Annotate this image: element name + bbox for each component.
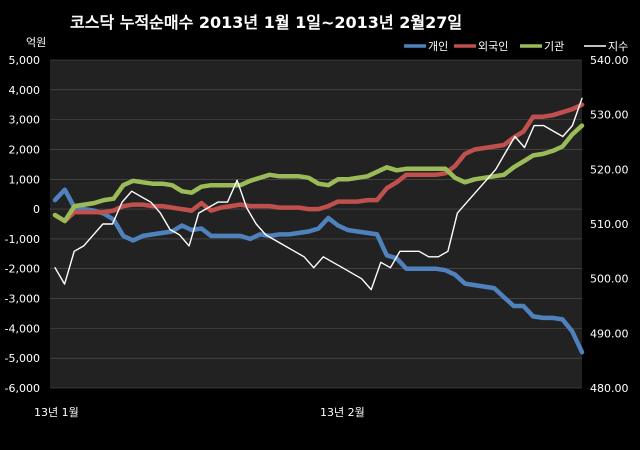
y-left-tick-label: 5,000 (9, 54, 41, 67)
chart-title: 코스닥 누적순매수 2013년 1월 1일~2013년 2월27일 (70, 13, 462, 32)
legend: 개인 외국인 기관 지수 (404, 40, 628, 53)
x-axis: 13년 1월 13년 2월 (34, 406, 365, 419)
y-left-tick-label: -2,000 (5, 263, 40, 276)
y-right-tick-label: 480.00 (590, 382, 629, 395)
series-line-개인 (52, 187, 585, 355)
y-left-tick-label: 1,000 (9, 173, 41, 186)
legend-label-외국인: 외국인 (478, 40, 508, 53)
y-left-tick-label: -1,000 (5, 233, 40, 246)
y-right-tick-label: 530.00 (590, 109, 629, 122)
legend-label-개인: 개인 (428, 40, 448, 53)
y-left-tick-label: -6,000 (5, 382, 40, 395)
y-right-axis: 480.00 490.00 500.00 510.00 520.00 530.00 540.… (590, 54, 629, 395)
y-left-tick-label: -3,000 (5, 293, 40, 306)
y-right-tick-label: 510.00 (590, 218, 629, 231)
series-line-지수 (54, 97, 583, 291)
gridlines (50, 59, 582, 389)
y-unit-label: 억원 (26, 36, 46, 49)
y-right-tick-label: 540.00 (590, 54, 629, 67)
y-right-tick-label: 490.00 (590, 327, 629, 340)
series-lines (52, 97, 585, 355)
series-line-기관 (52, 123, 585, 224)
y-left-tick-label: 3,000 (9, 114, 41, 127)
y-left-tick-label: 4,000 (9, 84, 41, 97)
y-left-tick-label: 0 (33, 203, 40, 216)
y-right-tick-label: 520.00 (590, 163, 629, 176)
y-left-tick-label: 2,000 (9, 143, 41, 156)
legend-label-기관: 기관 (544, 40, 564, 53)
y-left-axis: -6,000 -5,000 -4,000 -3,000 -2,000 -1,000 0 1,0… (5, 54, 40, 395)
x-tick-label-jan: 13년 1월 (34, 406, 79, 419)
y-left-tick-label: -4,000 (5, 322, 40, 335)
series-line-외국인 (52, 102, 585, 224)
x-tick-label-feb: 13년 2월 (320, 406, 365, 419)
y-left-tick-label: -5,000 (5, 352, 40, 365)
legend-label-지수: 지수 (608, 40, 628, 53)
y-right-tick-label: 500.00 (590, 273, 629, 286)
plot-area (50, 60, 582, 388)
